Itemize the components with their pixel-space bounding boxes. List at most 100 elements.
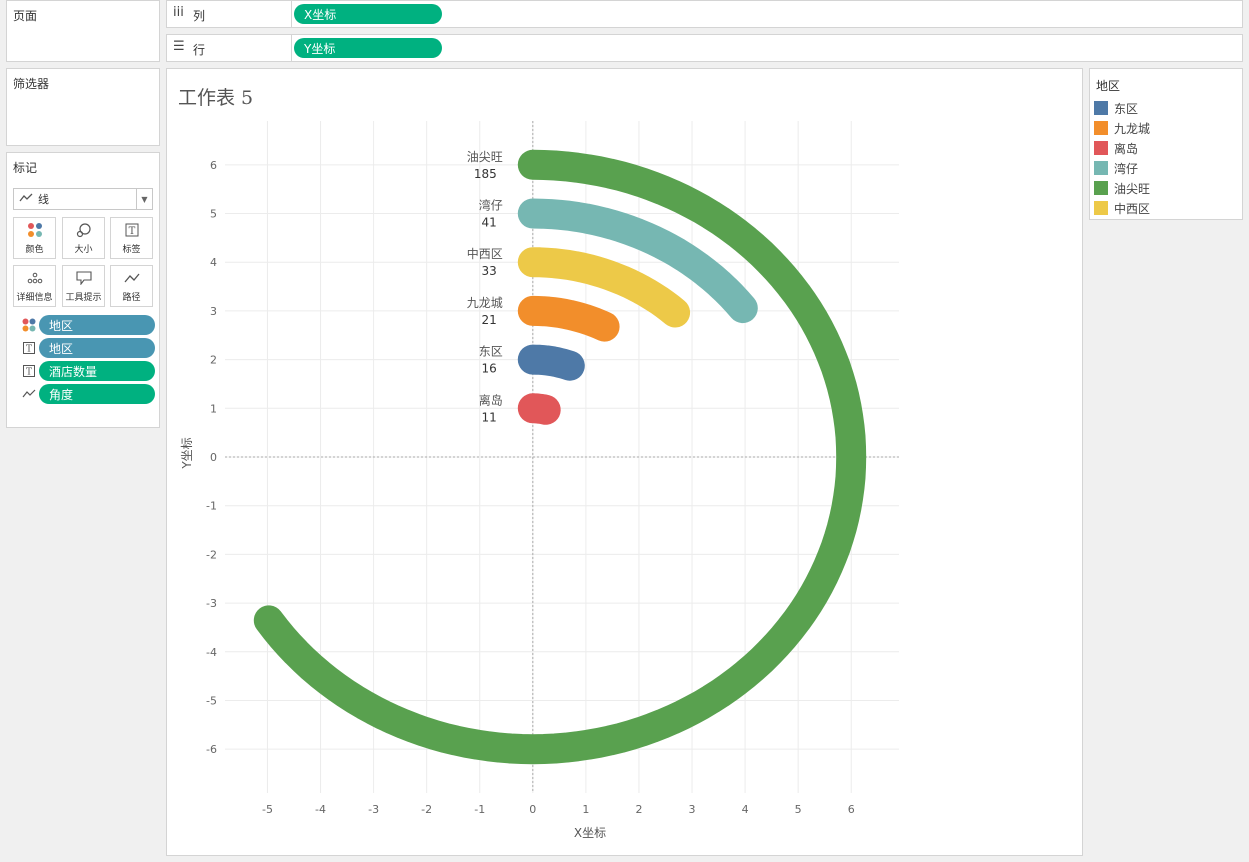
legend-swatch (1094, 201, 1108, 215)
x-tick-label: -2 (421, 803, 432, 816)
y-axis-title: Y坐标 (180, 437, 194, 469)
tooltip-icon (75, 266, 92, 290)
y-tick-label: -6 (206, 743, 217, 756)
columns-icon: iii (173, 5, 184, 20)
rows-icon: ☰ (173, 39, 185, 54)
legend-label: 离岛 (1114, 141, 1139, 156)
filters-title: 筛选器 (13, 77, 50, 91)
color-dots-icon (19, 318, 39, 332)
data-label-region: 离岛 (479, 392, 503, 407)
line-mark-icon (14, 192, 38, 206)
legend-label: 湾仔 (1114, 161, 1139, 176)
y-tick-label: -4 (206, 646, 217, 659)
x-tick-label: 2 (635, 803, 642, 816)
legend-swatch (1094, 181, 1108, 195)
legend-swatch (1094, 121, 1108, 135)
field-row-angle[interactable]: 角度 (19, 384, 155, 404)
legend-item[interactable]: 九龙城 (1090, 118, 1242, 138)
field-row-color[interactable]: 地区 (19, 315, 155, 335)
x-axis-title: X坐标 (574, 826, 606, 840)
y-tick-label: 6 (210, 159, 217, 172)
data-label-region: 油尖旺 (467, 150, 503, 164)
field-pill-hotel-count[interactable]: 酒店数量 (39, 361, 155, 381)
marks-title: 标记 (13, 161, 38, 175)
y-tick-label: -2 (206, 548, 217, 561)
x-tick-label: 0 (529, 803, 536, 816)
color-dots-icon (27, 218, 43, 242)
size-icon (76, 218, 92, 242)
x-tick-label: -5 (262, 803, 273, 816)
detail-dots-icon (27, 266, 43, 290)
legend-item[interactable]: 离岛 (1090, 138, 1242, 158)
sheet-title: 工作表 5 (178, 87, 254, 109)
rows-pill-y[interactable]: Y坐标 (294, 38, 442, 58)
field-pill-region-label[interactable]: 地区 (39, 338, 155, 358)
y-tick-label: 4 (210, 256, 217, 269)
y-tick-label: -5 (206, 694, 217, 707)
path-button[interactable]: 路径 (110, 265, 153, 307)
x-tick-label: -1 (474, 803, 485, 816)
x-tick-label: 6 (848, 803, 855, 816)
label-button[interactable]: T 标签 (110, 217, 153, 259)
y-tick-label: 1 (210, 402, 217, 415)
mark-type-dropdown[interactable]: 线 ▼ (13, 188, 153, 210)
field-pill-region-color[interactable]: 地区 (39, 315, 155, 335)
shelf-divider (291, 35, 292, 61)
radial-bar-离岛 (517, 393, 561, 425)
pages-card: 页面 (6, 0, 160, 62)
x-tick-label: 3 (689, 803, 696, 816)
legend-item[interactable]: 中西区 (1090, 198, 1242, 218)
detail-button[interactable]: 详细信息 (13, 265, 56, 307)
rows-shelf[interactable]: ☰ 行 Y坐标 (166, 34, 1243, 62)
x-tick-label: -3 (368, 803, 379, 816)
data-label-region: 东区 (479, 345, 503, 359)
y-tick-label: -1 (206, 500, 217, 513)
y-tick-label: 3 (210, 305, 217, 318)
svg-text:T: T (26, 345, 32, 355)
label-button-label: 标签 (122, 245, 141, 255)
y-tick-label: 5 (210, 208, 217, 221)
legend-label: 九龙城 (1114, 121, 1151, 136)
legend-label: 中西区 (1114, 201, 1151, 216)
legend-item[interactable]: 东区 (1090, 98, 1242, 118)
legend-label: 东区 (1114, 101, 1139, 116)
rows-label: 行 (193, 43, 206, 57)
field-row-label[interactable]: T 地区 (19, 338, 155, 358)
legend-label: 油尖旺 (1114, 181, 1151, 196)
y-tick-label: 0 (210, 451, 217, 464)
detail-button-label: 详细信息 (16, 293, 53, 303)
shelf-divider (291, 1, 292, 27)
columns-label: 列 (193, 9, 206, 23)
marks-card: 标记 线 ▼ 颜色 大小 T 标签 详细信息 工具提示 (6, 152, 160, 428)
radial-bar-chart: -5 -4 -3 -2 -1 0 1 2 3 4 5 66543210-1-2-3-4-5-6X坐标Y… (180, 121, 899, 840)
radial-bar-湾仔 (517, 198, 758, 324)
field-pill-angle[interactable]: 角度 (39, 384, 155, 404)
x-tick-label: 5 (795, 803, 802, 816)
radial-bar-九龙城 (517, 295, 620, 342)
columns-shelf[interactable]: iii 列 X坐标 (166, 0, 1243, 28)
color-legend: 地区 东区 九龙城 离岛 湾仔 油尖旺 中西区 (1089, 68, 1243, 220)
size-button-label: 大小 (74, 245, 93, 255)
path-icon (19, 389, 39, 399)
filters-card[interactable]: 筛选器 (6, 68, 160, 146)
pages-title: 页面 (13, 9, 38, 23)
data-label-value: 11 (482, 410, 497, 424)
label-t-icon: T (19, 342, 39, 354)
chevron-down-icon[interactable]: ▼ (136, 189, 152, 209)
legend-title: 地区 (1096, 79, 1121, 93)
data-label-value: 33 (482, 264, 497, 278)
legend-item[interactable]: 湾仔 (1090, 158, 1242, 178)
data-label-region: 中西区 (467, 246, 503, 261)
legend-item[interactable]: 油尖旺 (1090, 178, 1242, 198)
svg-text:T: T (128, 226, 135, 237)
field-row-hotel-count[interactable]: T 酒店数量 (19, 361, 155, 381)
x-tick-label: -4 (315, 803, 326, 816)
color-button-label: 颜色 (25, 245, 44, 255)
radial-bar-中西区 (517, 247, 691, 328)
y-tick-label: 2 (210, 354, 217, 367)
tooltip-button-label: 工具提示 (65, 293, 102, 303)
columns-pill-x[interactable]: X坐标 (294, 4, 442, 24)
size-button[interactable]: 大小 (62, 217, 105, 259)
color-button[interactable]: 颜色 (13, 217, 56, 259)
tooltip-button[interactable]: 工具提示 (62, 265, 105, 307)
